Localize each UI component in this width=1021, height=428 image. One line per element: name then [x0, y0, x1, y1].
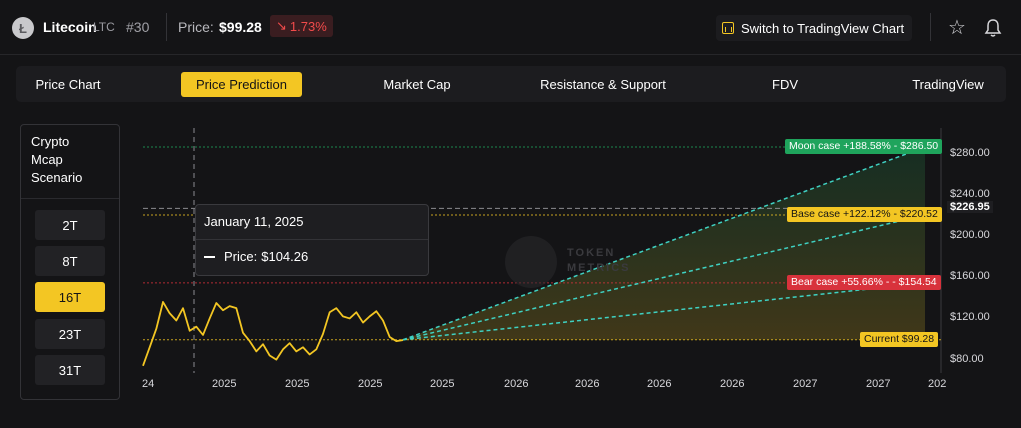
moon-case-label: Moon case +188.58% - $286.50	[785, 139, 943, 155]
price-label: Price:	[178, 19, 214, 35]
bear-case-label: Bear case +55.66% - - $154.54	[787, 274, 941, 290]
price-tooltip: January 11, 2025 Price: $104.26	[195, 204, 429, 276]
price-value: $99.28	[219, 19, 262, 35]
series-swatch	[204, 256, 215, 258]
coin-symbol: LTC	[93, 20, 115, 34]
arrow-down-right-icon: ↘	[276, 18, 287, 33]
scenario-option-8t[interactable]: 8T	[35, 246, 105, 276]
chart-icon	[722, 22, 734, 34]
price-prediction-chart[interactable]: TOKEN METRICS January 11, 2025 Price: $10…	[135, 118, 1021, 400]
star-icon[interactable]: ☆	[948, 17, 966, 39]
chart-tabs: Price Chart Price Prediction Market Cap …	[16, 66, 1006, 102]
tooltip-divider	[196, 239, 428, 240]
mcap-scenario-panel: Crypto Mcap Scenario 2T 8T 16T 23T 31T	[20, 124, 120, 400]
x-tick-label: 2026	[720, 378, 745, 390]
projection-area	[403, 147, 925, 340]
x-tick-label: 2025	[358, 378, 383, 390]
scenario-option-16t[interactable]: 16T	[35, 282, 105, 312]
projection-line-moon-case	[402, 146, 926, 341]
y-tick-label: $80.00	[950, 352, 984, 365]
tab-price-prediction[interactable]: Price Prediction	[181, 72, 302, 97]
price-marker-label: $226.95	[947, 201, 993, 214]
tab-tradingview[interactable]: TradingView	[912, 77, 984, 92]
tab-market-cap[interactable]: Market Cap	[383, 77, 451, 92]
bell-icon[interactable]	[984, 18, 1002, 38]
header-divider	[930, 13, 931, 41]
x-tick-label: 2025	[212, 378, 237, 390]
scenario-divider	[21, 198, 119, 199]
switch-to-tradingview-button[interactable]: Switch to TradingView Chart	[716, 15, 913, 41]
x-tick-label: 2025	[430, 378, 455, 390]
x-tick-label: 2027	[866, 378, 891, 390]
switch-to-tradingview-label: Switch to TradingView Chart	[741, 20, 905, 36]
y-tick-label: $240.00	[950, 187, 990, 200]
y-tick-label: $120.00	[950, 311, 990, 324]
watermark-text: TOKEN METRICS	[567, 247, 631, 274]
tokenmetrics-watermark-icon	[505, 236, 557, 288]
coin-header: Ł Litecoin LTC #30 Price: $99.28 ↘ 1.73%…	[0, 0, 1021, 55]
coin-name: Litecoin	[43, 19, 97, 35]
x-tick-label: 202	[928, 378, 947, 390]
scenario-option-2t[interactable]: 2T	[35, 210, 105, 240]
projection-line-bear-case	[402, 282, 926, 341]
x-tick-label: 2025	[285, 378, 310, 390]
tooltip-date: January 11, 2025	[204, 214, 304, 229]
scenario-option-23t[interactable]: 23T	[35, 319, 105, 349]
price-change-value: 1.73%	[289, 18, 327, 34]
tab-price-chart[interactable]: Price Chart	[35, 77, 101, 92]
y-tick-label: $200.00	[950, 229, 990, 242]
tooltip-price: Price: $104.26	[224, 249, 309, 264]
scenario-option-31t[interactable]: 31T	[35, 355, 105, 385]
projection-line-base-case	[402, 214, 926, 341]
x-tick-label: 24	[142, 378, 155, 390]
current-price-label: Current $99.28	[860, 331, 939, 347]
x-tick-label: 2026	[647, 378, 672, 390]
x-tick-label: 2026	[575, 378, 600, 390]
coin-rank: #30	[126, 19, 150, 35]
x-tick-label: 2027	[793, 378, 818, 390]
scenario-title: Crypto Mcap Scenario	[31, 134, 83, 185]
header-divider	[166, 13, 167, 41]
tab-resistance-support[interactable]: Resistance & Support	[540, 77, 666, 92]
price-history-line	[142, 301, 404, 367]
tab-fdv[interactable]: FDV	[772, 77, 798, 92]
base-case-label: Base case +122.12% - $220.52	[787, 206, 942, 222]
litecoin-logo-icon: Ł	[12, 17, 34, 39]
price-change-badge: ↘ 1.73%	[270, 15, 333, 37]
y-tick-label: $280.00	[950, 146, 990, 159]
x-tick-label: 2026	[504, 378, 529, 390]
y-tick-label: $160.00	[950, 270, 990, 283]
